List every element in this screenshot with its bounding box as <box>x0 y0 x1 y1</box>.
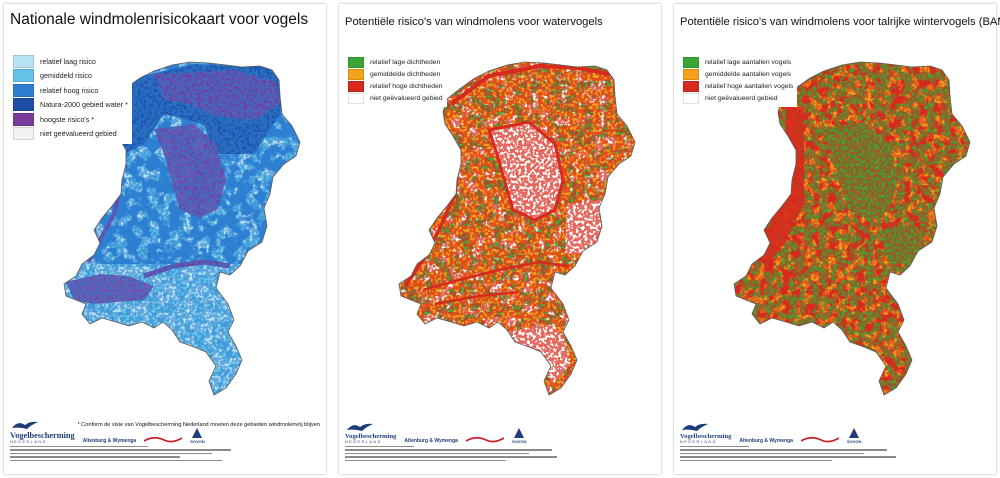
legend-item: relatief lage aantallen vogels <box>683 56 793 68</box>
legend-swatch <box>348 56 364 68</box>
legend-swatch <box>13 69 34 83</box>
legend-label: Natura-2000 gebied water * <box>40 100 128 110</box>
map-title: Potentiële risico's van windmolens voor … <box>345 16 603 28</box>
legend-item: gemiddeld risico <box>13 69 128 84</box>
legend-label: niet geëvalueerd gebied <box>40 129 117 139</box>
sovon-icon <box>514 428 525 438</box>
vogelbescherming-subtitle: NEDERLAND <box>680 440 717 444</box>
legend-label: hoogste risico's * <box>40 114 95 124</box>
legend-swatch <box>683 80 699 92</box>
legend-swatch <box>348 80 364 92</box>
legend-label: relatief hoge dichtheden <box>370 82 443 90</box>
legend-swatch <box>13 127 34 141</box>
fine-print <box>680 446 910 468</box>
bird-icon <box>12 421 38 429</box>
vogelbescherming-logo: Vogelbescherming NEDERLAND <box>10 419 75 444</box>
legend-swatch <box>13 98 34 112</box>
legend-item: relatief hoog risico <box>13 83 128 98</box>
legend-swatch <box>683 68 699 80</box>
netherlands-winterbird-map <box>733 61 971 396</box>
legend-item: relatief hoge dichtheden <box>348 80 443 92</box>
partner-logo-red <box>800 436 839 443</box>
map-legend: relatief lage aantallen vogels gemiddeld… <box>680 54 798 107</box>
legend-swatch <box>348 68 364 80</box>
vogelbescherming-logo: Vogelbescherming NEDERLAND <box>680 421 731 444</box>
sovon-logo: SOVON <box>190 427 205 444</box>
legend-label: niet geëvalueerd gebied <box>370 94 443 102</box>
vogelbescherming-logo: Vogelbescherming NEDERLAND <box>345 421 396 444</box>
altenburg-wymenga-logo: Altenburg & Wymenga <box>739 438 793 444</box>
map-legend: relatief laag risico gemiddeld risico re… <box>10 52 132 144</box>
legend-label: gemiddeld risico <box>40 71 92 81</box>
legend-item: relatief laag risico <box>13 54 128 69</box>
bird-icon <box>682 423 708 431</box>
logo-row: Vogelbescherming NEDERLAND Altenburg & W… <box>10 419 205 444</box>
legend-item: hoogste risico's * <box>13 112 128 127</box>
legend-item: relatief lage dichtheden <box>348 56 443 68</box>
sovon-icon <box>849 428 860 438</box>
legend-swatch <box>683 92 699 104</box>
legend-label: niet geëvalueerd gebied <box>705 94 778 102</box>
fine-print <box>10 446 240 468</box>
legend-label: relatief hoge aantallen vogels <box>705 82 794 90</box>
vogelbescherming-wordmark: Vogelbescherming <box>10 431 75 440</box>
altenburg-wymenga-logo: Altenburg & Wymenga <box>82 438 137 444</box>
map-legend: relatief lage dichtheden gemiddelde dich… <box>345 54 447 107</box>
vogelbescherming-subtitle: NEDERLAND <box>345 440 382 444</box>
vogelbescherming-subtitle: NEDERLAND <box>10 440 47 444</box>
altenburg-wymenga-logo: Altenburg & Wymenga <box>404 438 458 444</box>
legend-swatch <box>13 83 34 97</box>
winterbird-map-panel: Potentiële risico's van windmolens voor … <box>674 4 1000 474</box>
fine-print <box>345 446 575 468</box>
legend-label: relatief lage dichtheden <box>370 58 441 66</box>
footnote: * Conform de visie van Vogelbescherming … <box>77 422 320 428</box>
legend-item: niet geëvalueerd gebied <box>13 127 128 142</box>
legend-swatch <box>683 56 699 68</box>
netherlands-risk-map <box>63 61 301 396</box>
legend-item: gemiddelde dichtheden <box>348 68 443 80</box>
bird-icon <box>347 423 373 431</box>
sovon-wordmark: SOVON <box>190 439 205 444</box>
sovon-wordmark: SOVON <box>511 439 527 444</box>
map-title: Potentiële risico's van windmolens voor … <box>680 16 1000 28</box>
sovon-icon <box>192 428 203 438</box>
legend-item: Natura-2000 gebied water * <box>13 98 128 113</box>
sovon-logo: SOVON <box>512 427 526 444</box>
partner-logo-red <box>465 436 504 443</box>
logo-row: Vogelbescherming NEDERLAND Altenburg & W… <box>345 421 526 444</box>
legend-swatch <box>13 112 34 126</box>
legend-item: niet geëvalueerd gebied <box>683 92 793 104</box>
logo-row: Vogelbescherming NEDERLAND Altenburg & W… <box>680 421 861 444</box>
legend-item: gemiddelde aantallen vogels <box>683 68 793 80</box>
vogelbescherming-wordmark: Vogelbescherming <box>345 433 397 440</box>
legend-label: gemiddelde dichtheden <box>370 70 441 78</box>
waterbird-map-panel: Potentiële risico's van windmolens voor … <box>339 4 661 474</box>
risk-map-panel: Nationale windmolenrisicokaart voor voge… <box>4 4 326 474</box>
legend-swatch <box>348 92 364 104</box>
vogelbescherming-wordmark: Vogelbescherming <box>680 433 732 440</box>
legend-label: relatief lage aantallen vogels <box>705 58 792 66</box>
map-title: Nationale windmolenrisicokaart voor voge… <box>10 11 309 28</box>
legend-swatch <box>13 54 34 68</box>
partner-logo-red <box>144 436 183 443</box>
netherlands-waterbird-map <box>398 61 636 396</box>
legend-label: relatief laag risico <box>40 56 96 66</box>
sovon-logo: SOVON <box>847 427 861 444</box>
legend-label: gemiddelde aantallen vogels <box>705 70 792 78</box>
legend-label: relatief hoog risico <box>40 85 99 95</box>
sovon-wordmark: SOVON <box>846 439 862 444</box>
legend-item: relatief hoge aantallen vogels <box>683 80 793 92</box>
legend-item: niet geëvalueerd gebied <box>348 92 443 104</box>
